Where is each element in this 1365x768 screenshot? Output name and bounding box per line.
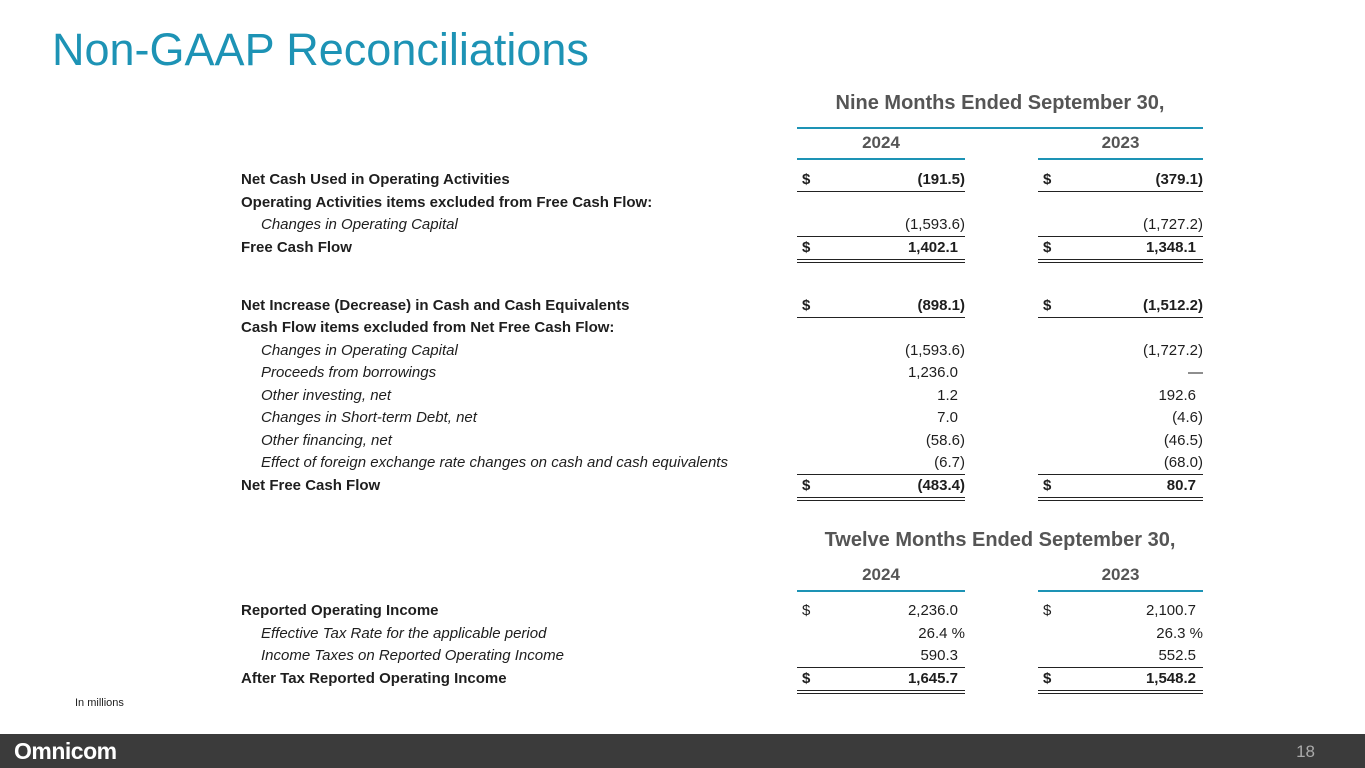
page-number: 18 bbox=[1296, 742, 1315, 761]
cell-value: 590.3 bbox=[920, 647, 958, 664]
row-label: After Tax Reported Operating Income bbox=[241, 669, 507, 687]
cell-rule bbox=[1038, 499, 1203, 501]
cell-value: (1,727.2) bbox=[1142, 216, 1203, 233]
cell-rule bbox=[1038, 191, 1203, 192]
cell-value: (4.6) bbox=[1172, 409, 1203, 426]
cell-rule bbox=[797, 236, 965, 237]
footer-bar: Omnicom 18 bbox=[0, 734, 1365, 768]
cell-value: (1,593.6) bbox=[904, 341, 965, 359]
row-label: Net Increase (Decrease) in Cash and Cash… bbox=[241, 296, 630, 314]
currency-symbol: $ bbox=[802, 669, 811, 687]
column-year: 2024 bbox=[862, 565, 900, 584]
cell-value: 26.4 % bbox=[918, 624, 965, 642]
currency-symbol: $ bbox=[802, 296, 811, 314]
cell-rule bbox=[1038, 667, 1203, 668]
cell-value: 7.0 bbox=[937, 409, 958, 426]
cell-value: (58.6) bbox=[925, 431, 965, 449]
cell-rule bbox=[1038, 474, 1203, 475]
cell-value: 1,348.1 bbox=[1145, 238, 1196, 256]
year-rule bbox=[1038, 158, 1203, 160]
cell-value: 192.6 bbox=[1158, 386, 1196, 404]
currency-symbol: $ bbox=[1043, 171, 1052, 188]
column-year: 2024 bbox=[862, 133, 900, 152]
cell-value: 1,645.7 bbox=[907, 669, 958, 687]
row-label: Net Cash Used in Operating Activities bbox=[241, 171, 510, 188]
cell-rule bbox=[797, 474, 965, 475]
row-label: Cash Flow items excluded from Net Free C… bbox=[241, 319, 615, 336]
year-rule bbox=[1038, 590, 1203, 592]
currency-symbol: $ bbox=[1043, 669, 1052, 687]
cell-value: (68.0) bbox=[1163, 454, 1203, 471]
row-label: Net Free Cash Flow bbox=[241, 476, 381, 494]
period-header: Nine Months Ended September 30, bbox=[835, 92, 1165, 114]
cell-value: (1,593.6) bbox=[904, 216, 965, 233]
currency-symbol: $ bbox=[802, 476, 811, 494]
row-label: Proceeds from borrowings bbox=[261, 364, 437, 381]
currency-symbol: $ bbox=[802, 238, 811, 256]
cell-rule bbox=[797, 261, 965, 263]
slide-title: Non-GAAP Reconciliations bbox=[52, 24, 589, 75]
cell-value: 552.5 bbox=[1158, 647, 1196, 664]
cell-value: 2,100.7 bbox=[1145, 602, 1196, 619]
cell-value: 1,402.1 bbox=[907, 238, 958, 256]
row-label: Other financing, net bbox=[261, 431, 392, 449]
cell-value: (46.5) bbox=[1163, 431, 1203, 449]
cell-rule bbox=[797, 692, 965, 694]
cell-value: (1,727.2) bbox=[1142, 341, 1203, 359]
cell-rule bbox=[797, 499, 965, 501]
header-rule bbox=[797, 127, 1203, 129]
cell-value: (6.7) bbox=[934, 454, 965, 471]
cell-rule bbox=[1038, 261, 1203, 263]
cell-value: 2,236.0 bbox=[907, 602, 958, 619]
cell-rule bbox=[1038, 258, 1203, 260]
cell-rule bbox=[797, 496, 965, 498]
row-label: Operating Activities items excluded from… bbox=[241, 193, 653, 211]
row-label: Changes in Operating Capital bbox=[261, 216, 458, 233]
row-label: Effect of foreign exchange rate changes … bbox=[261, 454, 728, 471]
year-rule bbox=[797, 158, 965, 160]
cell-value: 1,236.0 bbox=[907, 364, 958, 381]
currency-symbol: $ bbox=[1043, 602, 1052, 619]
column-year: 2023 bbox=[1101, 565, 1140, 584]
cell-value: — bbox=[1188, 364, 1203, 381]
cell-rule bbox=[797, 667, 965, 668]
cell-rule bbox=[1038, 689, 1203, 691]
year-rule bbox=[797, 590, 965, 592]
cell-value: (898.1) bbox=[917, 296, 965, 314]
cell-value: (1,512.2) bbox=[1142, 296, 1203, 314]
cell-rule bbox=[1038, 692, 1203, 694]
row-label: Effective Tax Rate for the applicable pe… bbox=[261, 624, 547, 642]
row-label: Changes in Short-term Debt, net bbox=[261, 409, 477, 426]
cell-value: (483.4) bbox=[917, 476, 965, 494]
cell-value: 80.7 bbox=[1166, 476, 1196, 494]
row-label: Other investing, net bbox=[261, 386, 392, 404]
row-label: Income Taxes on Reported Operating Incom… bbox=[261, 647, 564, 664]
cell-rule bbox=[1038, 496, 1203, 498]
cell-value: 26.3 % bbox=[1156, 624, 1203, 642]
footnote: In millions bbox=[75, 697, 124, 709]
cell-value: (191.5) bbox=[917, 171, 965, 188]
currency-symbol: $ bbox=[1043, 296, 1052, 314]
currency-symbol: $ bbox=[1043, 476, 1052, 494]
row-label: Changes in Operating Capital bbox=[261, 341, 458, 359]
period-header: Twelve Months Ended September 30, bbox=[824, 529, 1176, 551]
cell-rule bbox=[1038, 316, 1203, 318]
column-year: 2023 bbox=[1101, 133, 1140, 152]
currency-symbol: $ bbox=[1043, 238, 1052, 256]
cell-value: 1.2 bbox=[937, 386, 958, 404]
cell-value: 1,548.2 bbox=[1145, 669, 1196, 687]
logo: Omnicom bbox=[14, 738, 117, 764]
row-label: Reported Operating Income bbox=[241, 602, 439, 619]
currency-symbol: $ bbox=[802, 171, 811, 188]
cell-rule bbox=[797, 316, 965, 318]
cell-value: (379.1) bbox=[1155, 171, 1203, 188]
cell-rule bbox=[1038, 236, 1203, 237]
currency-symbol: $ bbox=[802, 602, 811, 619]
cell-rule bbox=[797, 689, 965, 691]
cell-rule bbox=[797, 191, 965, 192]
row-label: Free Cash Flow bbox=[241, 238, 352, 256]
cell-rule bbox=[797, 258, 965, 260]
